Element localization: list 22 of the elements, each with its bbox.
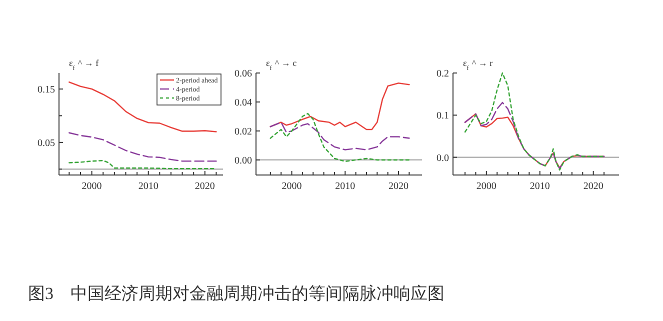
x-tick-label: 2010 (335, 181, 356, 192)
y-tick-label: 0.02 (234, 126, 252, 138)
x-tick-label: 2020 (388, 181, 409, 192)
chart-title: ε$_{f}$ ^ → r (463, 58, 493, 72)
x-tick-label: 2020 (583, 181, 604, 192)
x-tick-label: 2020 (194, 181, 215, 192)
x-tick-label: 2010 (138, 181, 158, 192)
y-tick-label: 0.2 (436, 68, 449, 80)
y-tick-label: 0.0 (436, 152, 449, 164)
y-tick-label: 0.05 (38, 138, 55, 149)
chart-title: ε$_{f}$ ^ → c (266, 58, 297, 72)
x-tick-label: 2010 (530, 181, 550, 192)
x-tick-label: 2000 (282, 181, 302, 192)
y-tick-label: 0.04 (234, 97, 252, 108)
y-tick-label: 0.00 (234, 155, 252, 166)
chart-title: ε$_{f}$ ^ → f (69, 58, 99, 72)
x-tick-label: 2000 (476, 181, 496, 192)
y-tick-label: 0.06 (234, 68, 252, 80)
y-tick-label: 0.1 (436, 110, 449, 122)
y-tick-label: 0.15 (38, 84, 55, 96)
text: 图3 中国经济周期对金融周期冲击的等间隔脉冲响应图 (28, 284, 444, 303)
x-tick-label: 2000 (82, 181, 102, 192)
